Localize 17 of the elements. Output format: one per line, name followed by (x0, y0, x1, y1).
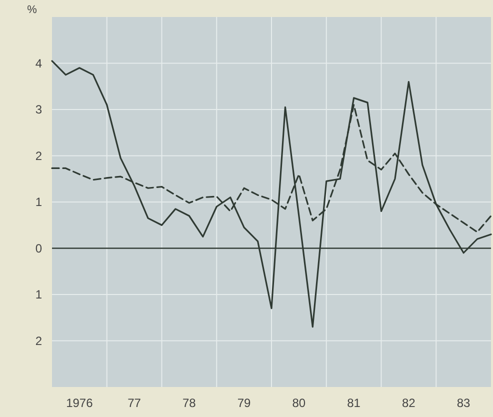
y-tick-label: 1 (35, 195, 42, 210)
y-tick-label: 2 (35, 334, 42, 348)
y-tick-label: 3 (35, 102, 42, 117)
x-tick-label: 81 (347, 396, 361, 410)
x-tick-label: 78 (182, 396, 196, 410)
line-series (51, 60, 492, 328)
y-axis-title: % (27, 4, 38, 16)
x-tick-label: 80 (292, 396, 306, 410)
y-tick-label: 4 (35, 56, 42, 70)
y-tick-label: 2 (35, 148, 42, 163)
x-tick-label: 1976 (66, 396, 94, 410)
x-tick-label: 79 (237, 396, 252, 410)
x-tick-label: 83 (456, 396, 471, 410)
x-tick-label: 82 (402, 396, 416, 410)
y-tick-label: 0 (35, 241, 42, 256)
y-tick-label: 1 (35, 288, 42, 302)
x-tick-label: 77 (128, 396, 142, 410)
